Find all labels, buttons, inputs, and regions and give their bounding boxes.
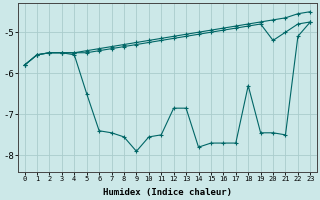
X-axis label: Humidex (Indice chaleur): Humidex (Indice chaleur) [103,188,232,197]
